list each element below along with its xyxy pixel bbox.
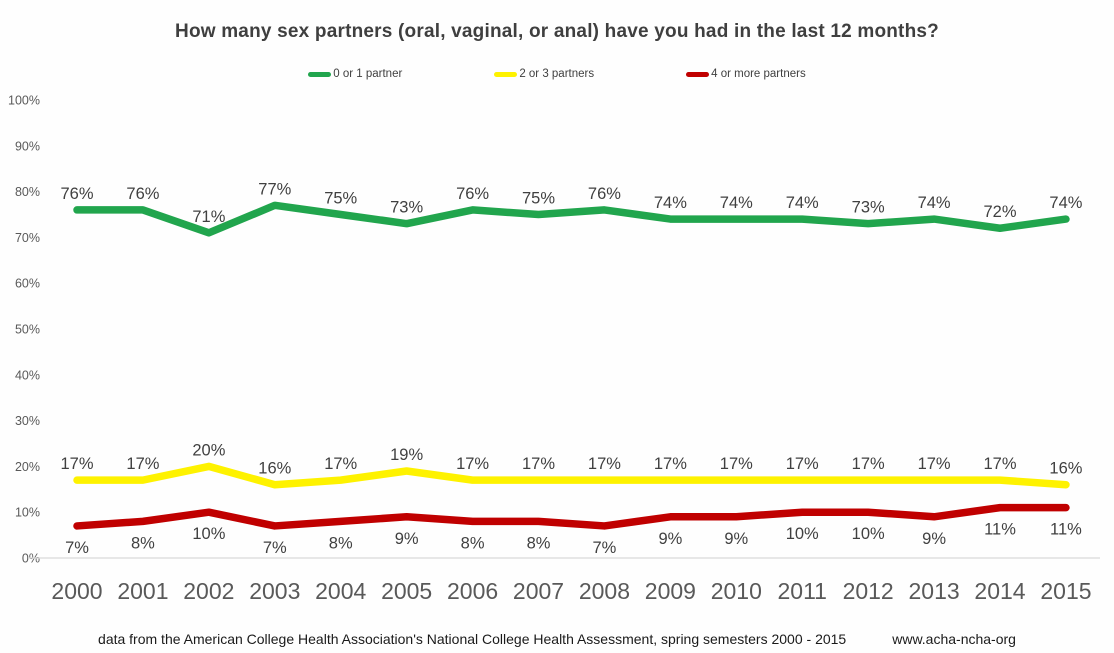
data-point-label: 71% — [192, 208, 225, 226]
series-line-green — [73, 201, 1070, 237]
data-point-label: 76% — [126, 185, 159, 203]
y-axis-tick-label: 10% — [15, 506, 40, 520]
data-point-label: 17% — [720, 455, 753, 473]
chart-title: How many sex partners (oral, vaginal, or… — [175, 21, 939, 42]
data-point-label: 74% — [786, 194, 819, 212]
data-point-label: 17% — [654, 455, 687, 473]
data-point-label: 75% — [522, 190, 555, 208]
y-axis-tick-label: 50% — [15, 323, 40, 337]
data-point-label: 17% — [852, 455, 885, 473]
legend-label: 0 or 1 partner — [333, 68, 403, 80]
data-point-label: 74% — [918, 194, 951, 212]
data-point-label: 10% — [786, 525, 819, 543]
line-chart-plot-area: 0%10%20%30%40%50%60%70%80%90%100%2000 200… — [8, 94, 1100, 604]
data-point-label: 8% — [461, 534, 485, 552]
y-axis-tick-label: 20% — [15, 460, 40, 474]
x-axis-year-label: 2015 — [1040, 578, 1091, 604]
x-axis-year-label: 2013 — [909, 578, 960, 604]
data-point-label: 17% — [60, 455, 93, 473]
data-point-label: 16% — [258, 460, 291, 478]
y-axis-tick-label: 70% — [15, 231, 40, 245]
data-point-label: 17% — [918, 455, 951, 473]
y-axis-tick-label: 40% — [15, 368, 40, 382]
data-point-label: 17% — [588, 455, 621, 473]
data-point-label: 8% — [131, 534, 155, 552]
x-axis-year-label: 2009 — [645, 578, 696, 604]
legend-item-4-or-more-partners: 4 or more partners — [686, 68, 806, 80]
x-axis-year-label: 2011 — [777, 578, 826, 604]
x-axis-year-label: 2003 — [249, 578, 300, 604]
data-point-label: 20% — [192, 441, 225, 459]
data-point-label: 17% — [456, 455, 489, 473]
data-point-label: 72% — [984, 203, 1017, 221]
x-axis-year-label: 2007 — [513, 578, 564, 604]
data-point-label: 9% — [922, 530, 946, 548]
legend-swatch-green-icon — [308, 71, 332, 77]
y-axis-tick-label: 80% — [15, 185, 40, 199]
x-axis-year-label: 2010 — [711, 578, 762, 604]
data-point-label: 76% — [456, 185, 489, 203]
data-point-label: 73% — [852, 199, 885, 217]
data-point-label: 74% — [654, 194, 687, 212]
legend-label: 2 or 3 partners — [519, 68, 595, 80]
data-point-label: 77% — [258, 180, 291, 198]
x-axis-year-label: 2005 — [381, 578, 432, 604]
footer-source-text: data from the American College Health As… — [98, 631, 847, 647]
data-point-label: 10% — [192, 525, 225, 543]
legend-item-2-or-3-partners: 2 or 3 partners — [494, 68, 594, 80]
legend-swatch-yellow-icon — [494, 71, 518, 77]
data-point-label: 17% — [126, 455, 159, 473]
y-axis-tick-label: 100% — [8, 94, 40, 108]
x-axis-year-label: 2012 — [843, 578, 894, 604]
data-point-label: 8% — [329, 534, 353, 552]
data-point-label: 17% — [984, 455, 1017, 473]
x-axis-year-label: 2008 — [579, 578, 630, 604]
x-axis-year-label: 2014 — [974, 578, 1025, 604]
data-point-label: 8% — [527, 534, 551, 552]
data-point-label: 76% — [60, 185, 93, 203]
data-point-label: 9% — [724, 530, 748, 548]
legend: 0 or 1 partner 2 or 3 partners 4 or more… — [0, 68, 1114, 80]
data-point-label: 17% — [786, 455, 819, 473]
x-axis-year-label: 2000 — [51, 578, 102, 604]
data-point-label: 74% — [1049, 194, 1082, 212]
data-point-label: 17% — [522, 455, 555, 473]
x-axis-year-label: 2004 — [315, 578, 366, 604]
data-point-label: 73% — [390, 199, 423, 217]
data-point-label: 7% — [593, 539, 617, 557]
footer-website-text: www.acha-ncha-org — [892, 631, 1016, 647]
x-axis-year-label: 2001 — [117, 578, 168, 604]
data-point-label: 16% — [1049, 460, 1082, 478]
y-axis-tick-label: 60% — [15, 277, 40, 291]
footer: data from the American College Health As… — [0, 631, 1114, 647]
data-point-label: 9% — [658, 530, 682, 548]
legend-swatch-red-icon — [686, 71, 710, 77]
data-point-label: 19% — [390, 446, 423, 464]
data-point-label: 75% — [324, 190, 357, 208]
data-point-label: 74% — [720, 194, 753, 212]
data-point-label: 7% — [65, 539, 89, 557]
x-axis-year-label: 2002 — [183, 578, 234, 604]
series-line-red — [73, 503, 1070, 530]
data-point-label: 9% — [395, 530, 419, 548]
legend-item-0-or-1-partner: 0 or 1 partner — [308, 68, 402, 80]
y-axis-tick-label: 90% — [15, 139, 40, 153]
data-point-label: 7% — [263, 539, 287, 557]
y-axis-tick-label: 30% — [15, 414, 40, 428]
series-line-yellow — [73, 462, 1070, 489]
legend-label: 4 or more partners — [711, 68, 806, 80]
data-point-label: 76% — [588, 185, 621, 203]
x-axis-year-label: 2006 — [447, 578, 498, 604]
data-point-label: 11% — [984, 521, 1016, 539]
data-point-label: 11% — [1050, 521, 1082, 539]
data-point-label: 10% — [852, 525, 885, 543]
data-point-label: 17% — [324, 455, 357, 473]
